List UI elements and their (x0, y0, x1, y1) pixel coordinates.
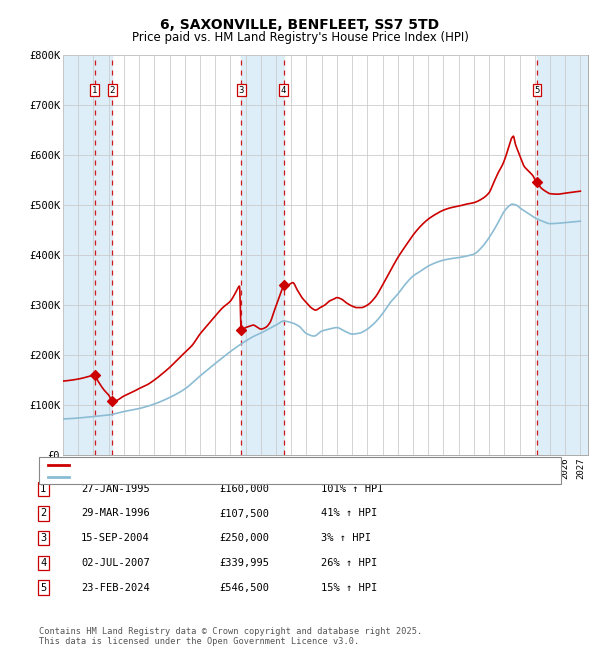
Text: 2: 2 (110, 86, 115, 95)
Point (107, 396, 117, 406)
Text: 3: 3 (239, 86, 244, 95)
Text: 1: 1 (40, 484, 46, 494)
Text: £107,500: £107,500 (219, 508, 269, 519)
Text: £339,995: £339,995 (219, 558, 269, 568)
Text: £160,000: £160,000 (219, 484, 269, 494)
Text: 3% ↑ HPI: 3% ↑ HPI (321, 533, 371, 543)
Text: 2: 2 (40, 508, 46, 519)
Text: 4: 4 (40, 558, 46, 568)
Text: 1: 1 (92, 86, 97, 95)
Bar (95, 55, 112, 455)
Text: 3: 3 (40, 533, 46, 543)
Text: 27-JAN-1995: 27-JAN-1995 (81, 484, 150, 494)
Bar (63, 55, 94, 455)
Bar (241, 55, 284, 455)
Text: This data is licensed under the Open Government Licence v3.0.: This data is licensed under the Open Gov… (39, 637, 359, 646)
Text: Price paid vs. HM Land Registry's House Price Index (HPI): Price paid vs. HM Land Registry's House … (131, 31, 469, 44)
Text: 5: 5 (40, 582, 46, 593)
Text: 15-SEP-2004: 15-SEP-2004 (81, 533, 150, 543)
Text: 101% ↑ HPI: 101% ↑ HPI (321, 484, 383, 494)
Point (279, 280, 289, 291)
Text: 6, SAXONVILLE, BENFLEET, SS7 5TD: 6, SAXONVILLE, BENFLEET, SS7 5TD (160, 18, 440, 32)
Text: 23-FEB-2024: 23-FEB-2024 (81, 582, 150, 593)
Bar (537, 55, 588, 455)
Text: 4: 4 (281, 86, 286, 95)
Point (90, 370, 100, 380)
Point (236, 325, 246, 335)
Bar (241, 55, 284, 455)
Point (532, 177, 542, 187)
Text: 41% ↑ HPI: 41% ↑ HPI (321, 508, 377, 519)
Text: 29-MAR-1996: 29-MAR-1996 (81, 508, 150, 519)
Bar (95, 55, 112, 455)
Text: Contains HM Land Registry data © Crown copyright and database right 2025.: Contains HM Land Registry data © Crown c… (39, 627, 422, 636)
Bar (63, 55, 94, 455)
Text: 02-JUL-2007: 02-JUL-2007 (81, 558, 150, 568)
Text: 5: 5 (535, 86, 540, 95)
Text: 15% ↑ HPI: 15% ↑ HPI (321, 582, 377, 593)
Text: £546,500: £546,500 (219, 582, 269, 593)
Text: 6, SAXONVILLE, BENFLEET, SS7 5TD (detached house): 6, SAXONVILLE, BENFLEET, SS7 5TD (detach… (72, 460, 354, 469)
Text: 26% ↑ HPI: 26% ↑ HPI (321, 558, 377, 568)
Text: £250,000: £250,000 (219, 533, 269, 543)
Text: HPI: Average price, detached house, Castle Point: HPI: Average price, detached house, Cast… (72, 473, 327, 482)
Bar (537, 55, 588, 455)
